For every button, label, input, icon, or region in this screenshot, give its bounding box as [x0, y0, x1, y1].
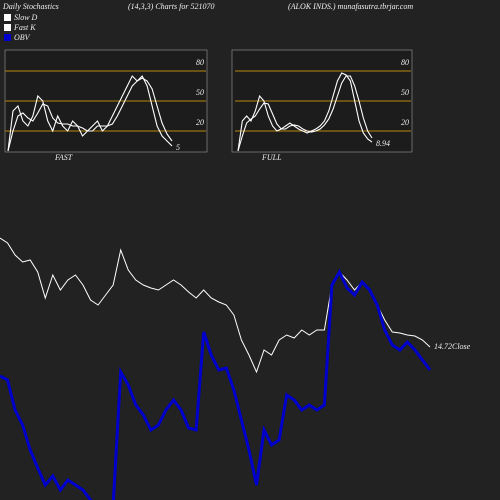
legend-swatch	[4, 24, 11, 31]
legend-swatch	[4, 34, 11, 41]
stoch-line	[237, 75, 373, 152]
y-tick-label: 50	[196, 88, 204, 97]
y-tick-label: 50	[401, 88, 409, 97]
y-tick-label: 20	[401, 118, 409, 127]
legend-swatch	[4, 14, 11, 21]
obv-line	[0, 268, 432, 500]
close-label: Close	[452, 342, 471, 351]
chart-title: Daily Stochastics	[2, 2, 59, 11]
legend-label: Slow D	[14, 13, 38, 22]
close-value: 14.72	[434, 342, 452, 351]
y-tick-label: 80	[401, 58, 409, 67]
source: (ALOK INDS.) munafasutra.tbrjar.com	[288, 2, 413, 11]
stoch-line	[237, 72, 373, 152]
chart-subtitle: (14,3,3) Charts for 521070	[128, 2, 214, 11]
stoch-line	[7, 75, 173, 152]
y-tick-label: 20	[196, 118, 204, 127]
stoch-line	[7, 77, 173, 152]
panel-label: FULL	[261, 153, 282, 162]
legend-label: Fast K	[13, 23, 36, 32]
last-value-label: 8.94	[376, 139, 390, 148]
legend-label: OBV	[14, 33, 31, 42]
last-value-label: 5	[176, 143, 180, 152]
y-tick-label: 80	[196, 58, 204, 67]
panel-label: FAST	[54, 153, 73, 162]
